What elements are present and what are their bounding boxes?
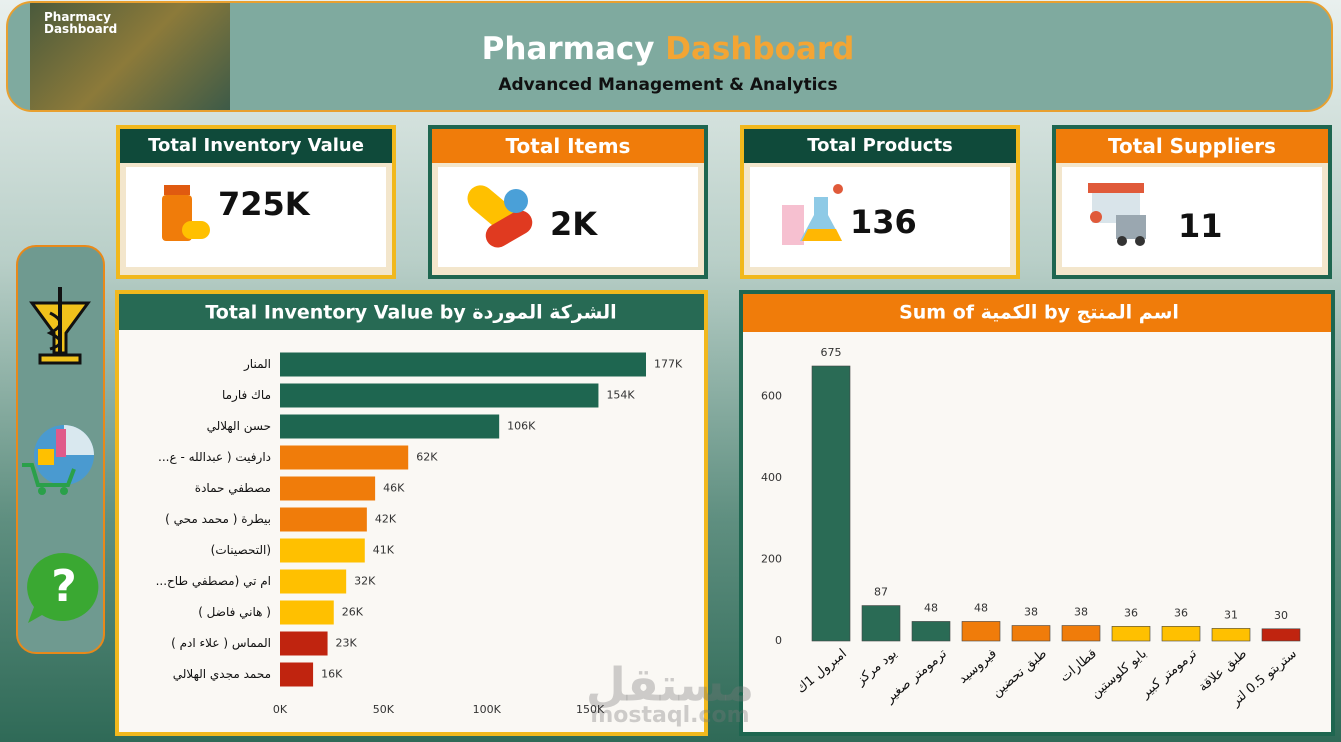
kpi-icon [1088,183,1146,246]
kpi-icon [162,185,210,241]
chart-header [743,294,1331,332]
kpi-card: Total Suppliers 11 [1052,125,1332,279]
kpi-card: Total Items 2K [428,125,708,279]
nav-icon-pharmacy[interactable] [26,283,96,367]
svg-text:?: ? [51,561,77,612]
subtitle: Advanced Management & Analytics [498,75,838,95]
kpi-title: Total Inventory Value [120,129,392,163]
header: Pharmacy Dashboard Pharmacy Dashboard Ad… [6,1,1333,112]
title-part: Pharmacy [481,31,655,67]
kpi-title: Total Products [744,129,1016,163]
kpi-title: Total Suppliers [1056,129,1328,163]
kpi-body: 725K [126,167,386,267]
thumbnail: Pharmacy Dashboard [30,3,230,110]
kpi-card: Total Inventory Value 725K [116,125,396,279]
sidebar: ? [16,245,105,654]
kpi-value: 2K [550,205,598,243]
chart-panel [739,290,1335,736]
kpi-body: 2K [438,167,698,267]
kpi-card: Total Products 136 [740,125,1020,279]
kpi-body: 136 [750,167,1010,267]
kpi-icon [782,184,843,245]
chart-header [119,294,704,330]
kpi-value: 136 [850,203,917,241]
nav-icon-help[interactable]: ? [24,549,104,629]
title-part: Dashboard [665,31,855,67]
kpi-value: 725K [218,185,310,223]
nav-icon-analytics[interactable] [18,419,102,497]
kpi-value: 11 [1178,207,1223,245]
kpi-title: Total Items [432,129,704,163]
thumbnail-title: Pharmacy Dashboard [44,10,118,36]
kpi-body: 11 [1062,167,1322,267]
kpi-icon [467,185,533,248]
title: Pharmacy Dashboard [8,31,1328,67]
chart-panel [115,290,708,736]
